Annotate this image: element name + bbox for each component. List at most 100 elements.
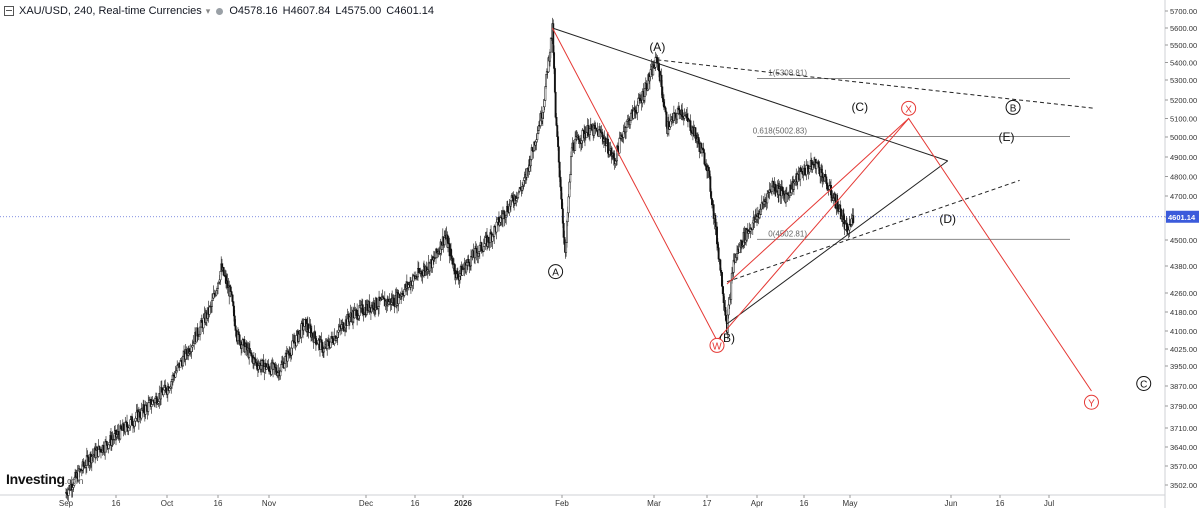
candle-body (803, 167, 806, 175)
dropdown-icon[interactable]: ▾ (205, 5, 211, 16)
triangle-lower-line (726, 160, 949, 325)
wxy-wave-path (551, 27, 1092, 392)
price-tick-label: 5500.00 (1170, 41, 1197, 50)
candle-body (162, 389, 165, 396)
candle-body (625, 127, 628, 133)
candle-body (131, 416, 134, 426)
price-axis: 5700.00 5600.00 5500.00 5400.00 5300.00 5200.… (1165, 7, 1197, 490)
symbol-title[interactable]: XAU/USD, 240, Real-time Currencies (19, 5, 202, 17)
candle-body (279, 370, 282, 377)
candle-body (321, 342, 324, 353)
candle-body (559, 176, 562, 188)
candle-body (570, 147, 573, 157)
candle-body (806, 164, 809, 170)
wave-label-c-circle-text: C (1140, 380, 1147, 391)
wave-label-y-circle (1083, 394, 1099, 410)
wave-label-b-circle: B (1005, 99, 1021, 115)
candle-body (790, 188, 793, 193)
candle-body (836, 200, 839, 209)
candle-body (629, 120, 632, 126)
candle-body (760, 208, 762, 215)
candle-body (105, 441, 108, 446)
candle-body (337, 329, 340, 333)
candle-body (648, 76, 651, 82)
candle-body (342, 322, 345, 331)
candle-body (826, 183, 829, 190)
candle-body (138, 411, 141, 418)
candle-body (686, 114, 689, 119)
candle-body (542, 106, 545, 113)
candle-body (506, 206, 509, 212)
candle-body (847, 229, 850, 234)
candle-body (211, 297, 214, 301)
candle-body (331, 336, 334, 339)
candle-body (719, 259, 722, 271)
logo-main: Investing (6, 471, 65, 487)
candle-body (707, 166, 710, 172)
candle-body (456, 273, 459, 278)
candle-body (502, 213, 504, 219)
candle-body (796, 174, 799, 183)
candle-body (275, 367, 278, 373)
candle-body (284, 356, 287, 364)
candle-body (809, 166, 812, 169)
candle-body (696, 138, 699, 142)
candle-body (450, 248, 452, 257)
candle-body (244, 346, 247, 353)
candle-body (701, 147, 704, 151)
candle-body (176, 365, 179, 372)
candle-body (595, 127, 598, 131)
wave-x-corrective-line (726, 118, 909, 285)
candle-body (721, 272, 723, 287)
candle-body (122, 423, 125, 431)
open-value: O4578.16 (229, 5, 278, 17)
low-value: L4575.00 (335, 5, 382, 17)
candle-body (85, 465, 87, 468)
candle-body (361, 304, 364, 315)
candle-body (231, 294, 234, 302)
candle-body (672, 112, 675, 121)
candle-body (340, 324, 343, 329)
candle-body (677, 107, 680, 111)
candle-body (218, 279, 221, 283)
wave-label-d-paren: (D) (939, 212, 956, 226)
chart-header: XAU/USD, 240, Real-time Currencies ▾ O45… (4, 5, 439, 17)
candle-body (572, 142, 575, 151)
candle-body (525, 168, 528, 178)
candle-body (155, 396, 158, 405)
candle-body (348, 316, 351, 323)
candle-body (565, 242, 568, 253)
price-tick-label: 4500.00 (1170, 236, 1197, 245)
candle-body (598, 129, 600, 137)
last-price-tag: 4601.14 (1166, 210, 1199, 223)
candle-body (845, 224, 848, 227)
candle-body (165, 387, 168, 393)
wave-label-c-circle: C (1136, 376, 1152, 391)
candle-body (360, 304, 363, 309)
candle-body (135, 411, 138, 419)
candle-body (522, 180, 525, 186)
time-tick-label: Nov (262, 499, 276, 508)
candle-body (237, 331, 240, 336)
collapse-icon[interactable] (4, 6, 14, 16)
candle-body (720, 270, 723, 273)
candle-body (556, 125, 559, 137)
candle-body (697, 137, 700, 144)
candle-body (708, 170, 711, 177)
candle-body (311, 332, 314, 337)
candle-body (200, 320, 203, 323)
last-price-tag-bg (1166, 210, 1199, 223)
time-tick-label: Feb (555, 499, 569, 508)
candle-body (622, 131, 625, 138)
candle-body (134, 418, 137, 422)
wave-label-c-circle-circle (1136, 376, 1152, 391)
wave-label-c-paren: (C) (851, 100, 868, 114)
price-tick-label: 3790.00 (1170, 402, 1197, 411)
candle-body (669, 120, 672, 127)
candle-body (722, 293, 725, 303)
wave-label-b-circle-circle (1005, 99, 1021, 115)
candle-body (676, 113, 679, 120)
candle-body (511, 195, 514, 198)
candle-body (537, 130, 540, 134)
